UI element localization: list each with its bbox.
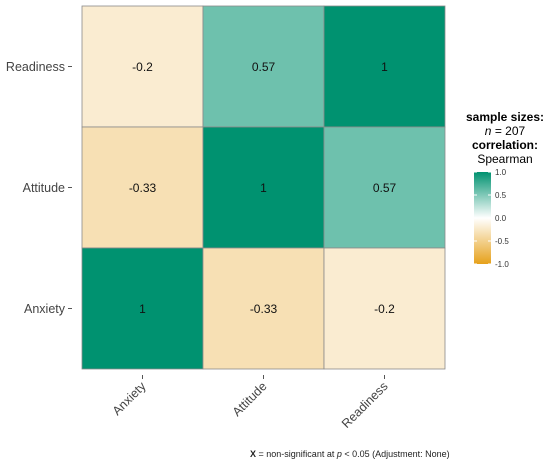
heatmap-cell [323, 5, 446, 128]
legend-correlation-method: Spearman [477, 152, 533, 166]
legend: sample sizes: n = 207 correlation: Spear… [462, 110, 548, 166]
heatmap-cells [81, 5, 446, 370]
y-tick-label: Anxiety [24, 302, 66, 316]
caption-text-1: = non-significant at [258, 449, 335, 459]
significance-caption: X = non-significant at p < 0.05 (Adjustm… [250, 449, 450, 459]
colorbar-tick-label: 0.0 [495, 214, 507, 223]
cell-value-label: -0.33 [129, 181, 157, 195]
colorbar-tick-label: -1.0 [495, 260, 509, 269]
x-axis: Anxiety Attitude Readiness [110, 375, 391, 431]
caption-mark: X [250, 449, 257, 459]
legend-sample-size: n = 207 [462, 124, 548, 138]
legend-n-value: = 207 [494, 124, 526, 138]
cell-value-label: 1 [139, 302, 146, 316]
heatmap-cell [202, 5, 325, 128]
cell-value-label: 0.57 [373, 181, 397, 195]
cell-value-label: -0.2 [132, 60, 153, 74]
cell-value-label: 1 [381, 60, 388, 74]
caption-text-2: < 0.05 (Adjustment: None) [344, 449, 450, 459]
colorbar-tick-label: -0.5 [495, 237, 509, 246]
x-tick-label: Anxiety [110, 379, 149, 418]
cell-value-label: -0.2 [374, 302, 395, 316]
colorbar-tick-label: 0.5 [495, 191, 507, 200]
heatmap-cell-labels: -0.2 0.57 1 -0.33 1 0.57 1 -0.33 -0.2 [129, 60, 397, 316]
legend-sample-size-title: sample sizes: [465, 110, 545, 124]
x-tick-label: Attitude [230, 379, 270, 419]
caption-p-label: p [336, 449, 342, 459]
heatmap-cell [81, 247, 204, 370]
cell-value-label: -0.33 [250, 302, 278, 316]
heatmap-cell [202, 126, 325, 249]
y-tick-label: Attitude [23, 181, 65, 195]
heatmap-cell [323, 126, 446, 249]
y-tick-label: Readiness [6, 60, 65, 74]
heatmap-cell [202, 247, 325, 370]
heatmap-cell [81, 126, 204, 249]
legend-colorbar: 1.0 0.5 0.0 -0.5 -1.0 [474, 168, 509, 269]
cell-value-label: 1 [260, 181, 267, 195]
heatmap-cell [323, 247, 446, 370]
legend-n-label: n [484, 124, 492, 138]
cell-value-label: 0.57 [252, 60, 276, 74]
legend-correlation-title: correlation: [471, 138, 538, 152]
heatmap-cell [81, 5, 204, 128]
colorbar-gradient [474, 172, 491, 264]
x-tick-label: Readiness [339, 379, 391, 431]
colorbar-tick-label: 1.0 [495, 168, 507, 177]
y-axis: Readiness Attitude Anxiety [6, 60, 72, 316]
